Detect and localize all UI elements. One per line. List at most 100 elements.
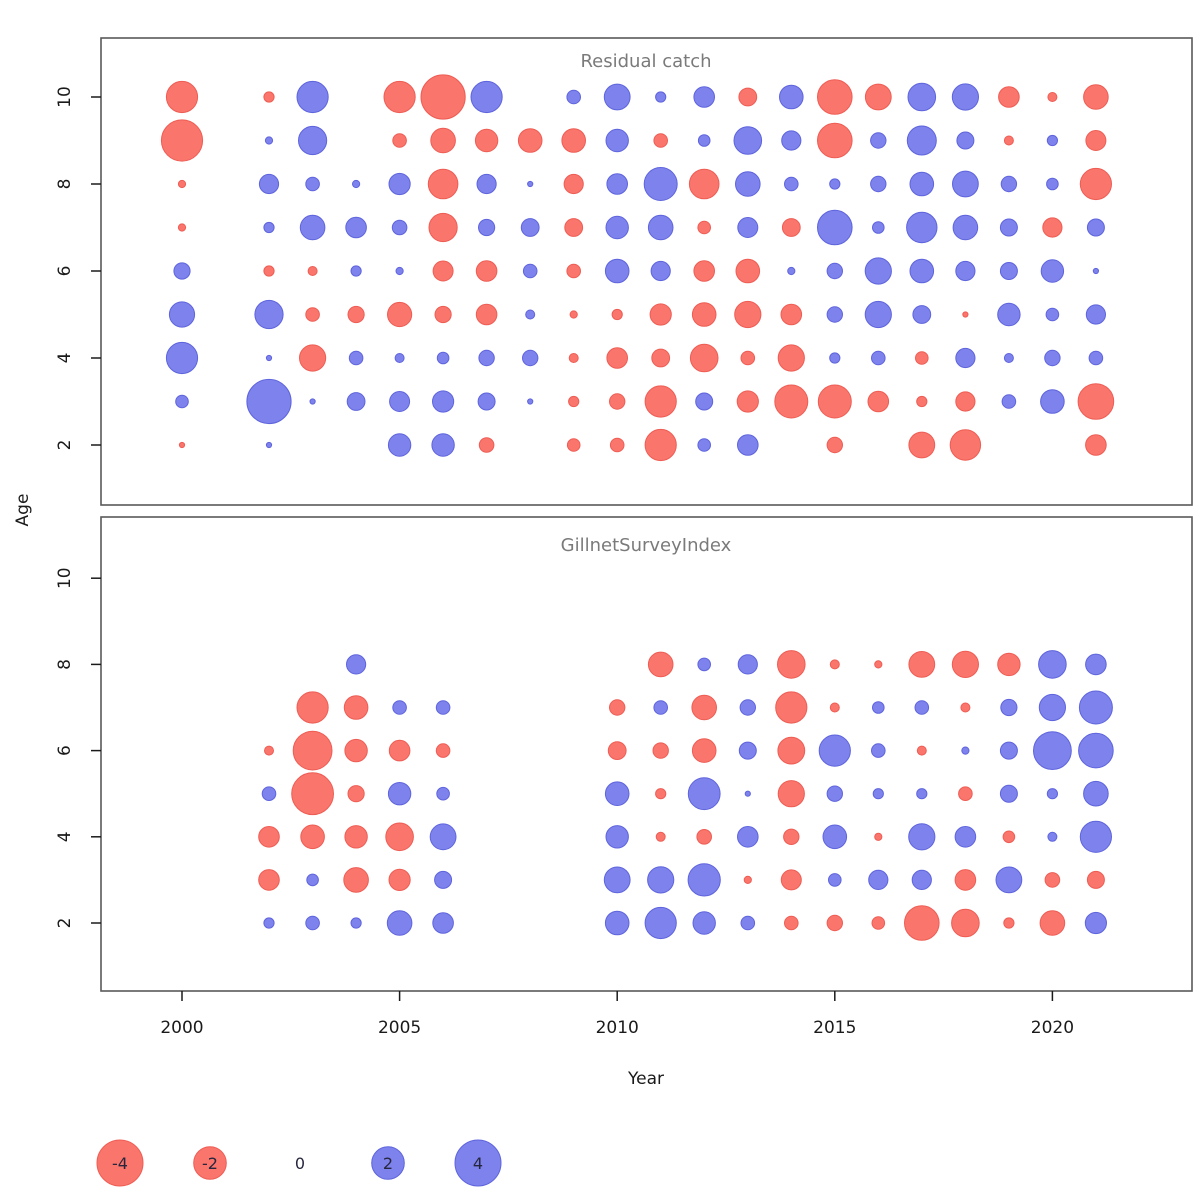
gillnet-bubble [868,869,889,891]
residual-catch-bubble [431,433,455,457]
residual-catch-bubble [1086,218,1105,237]
residual-catch-bubble [264,136,274,145]
residual-catch-bubble [829,352,841,364]
residual-catch-bubble [606,347,629,369]
residual-catch-bubble [1044,349,1061,367]
y-axis-title: Age [13,494,33,527]
residual-catch-bubble [999,262,1018,280]
gillnet-bubble [687,777,721,811]
gillnet-bubble [1000,698,1018,717]
gillnet-bubble [392,700,407,715]
residual-catch-bubble [697,438,712,452]
residual-catch-bubble [907,82,937,112]
residual-catch-bubble [178,441,186,449]
residual-catch-bubble [738,87,758,107]
gillnet-bubble [743,875,752,885]
gillnet-bubble [292,730,333,771]
residual-catch-bubble [1046,134,1059,147]
gillnet-bubble [871,916,886,930]
residual-catch-bubble [347,305,365,324]
residual-catch-bubble [604,258,630,284]
y-tick-label: 10 [55,567,75,589]
legend-label: -2 [202,1154,218,1173]
residual-catch-bubble [246,378,292,425]
residual-catch-bubble [688,168,720,200]
residual-catch-bubble [298,125,328,156]
residual-catch-bubble [817,122,853,159]
bubbles-gillnet-survey-index [258,650,1114,941]
residual-catch-bubble [697,134,711,147]
residual-catch-bubble [736,390,759,413]
residual-catch-bubble [1077,383,1115,420]
gillnet-bubble [777,780,805,808]
residual-catch-bubble [520,218,540,237]
gillnet-bubble [874,660,883,669]
residual-catch-bubble [817,79,853,115]
residual-catch-bubble [906,211,938,244]
residual-catch-bubble [962,311,969,318]
residual-catch-bubble [952,214,979,241]
gillnet-bubble [1083,780,1109,807]
gillnet-bubble [737,654,758,675]
residual-catch-bubble [780,303,803,326]
residual-catch-bubble [647,214,674,241]
residual-catch-bubble [566,263,582,279]
gillnet-bubble [604,910,630,936]
residual-catch-bubble [826,436,843,454]
residual-catch-bubble [345,216,367,239]
gillnet-bubble [385,822,414,852]
gillnet-bubble [655,788,667,800]
gillnet-bubble [435,743,451,758]
x-tick-label: 2005 [378,1018,421,1038]
residual-catch-bubble [478,437,495,453]
residual-catch-bubble [1001,394,1017,409]
gillnet-bubble [737,826,759,848]
x-axis-ticks: 2000 2005 2010 2015 2020 [160,991,1074,1038]
legend-bubble [193,1146,227,1180]
residual-catch-bubble [522,349,539,367]
residual-catch-bubble [949,429,982,461]
gillnet-bubble [777,736,806,765]
residual-catch-bubble [867,390,890,413]
residual-catch-bubble [391,219,408,236]
gillnet-bubble [954,826,977,848]
residual-catch-bubble [568,395,580,408]
residual-catch-bubble [817,209,853,246]
gillnet-bubble [995,866,1023,894]
gillnet-bubble [872,788,884,800]
residual-catch-bubble [160,119,204,162]
legend-label: -4 [112,1154,128,1173]
residual-catch-bubble [265,441,273,449]
gillnet-bubble [872,701,885,714]
residual-catch-bubble [309,398,316,405]
residual-catch-bubble [470,80,503,114]
residual-catch-bubble [864,300,892,329]
residual-catch-bubble [735,171,761,197]
residual-catch-bubble [689,343,719,373]
residual-catch-bubble [693,260,716,282]
residual-catch-bubble [916,395,928,408]
residual-catch-bubble [781,130,802,151]
y-tick-label: 2 [55,440,75,451]
residual-catch-bubble [428,212,458,243]
gillnet-bubble [1046,788,1059,800]
residual-catch-bubble [697,220,712,235]
gillnet-bubble [343,695,369,720]
residual-catch-bubble [779,84,804,110]
gillnet-bubble [343,867,369,893]
residual-catch-bubble [829,178,841,190]
gillnet-bubble [744,790,751,797]
gillnet-bubble [951,908,980,938]
residual-catch-bubble [737,434,759,456]
residual-catch-bubble [951,83,980,111]
y-tick-label: 4 [55,831,75,842]
gillnet-bubble [961,746,970,755]
gillnet-bubble [826,785,843,802]
residual-catch-bubble [817,384,852,419]
gillnet-bubble [655,831,666,842]
residual-catch-bubble [432,390,455,413]
residual-catch-bubble [1042,217,1063,238]
residual-catch-bubble [387,301,413,328]
residual-catch-bubble [517,128,543,153]
